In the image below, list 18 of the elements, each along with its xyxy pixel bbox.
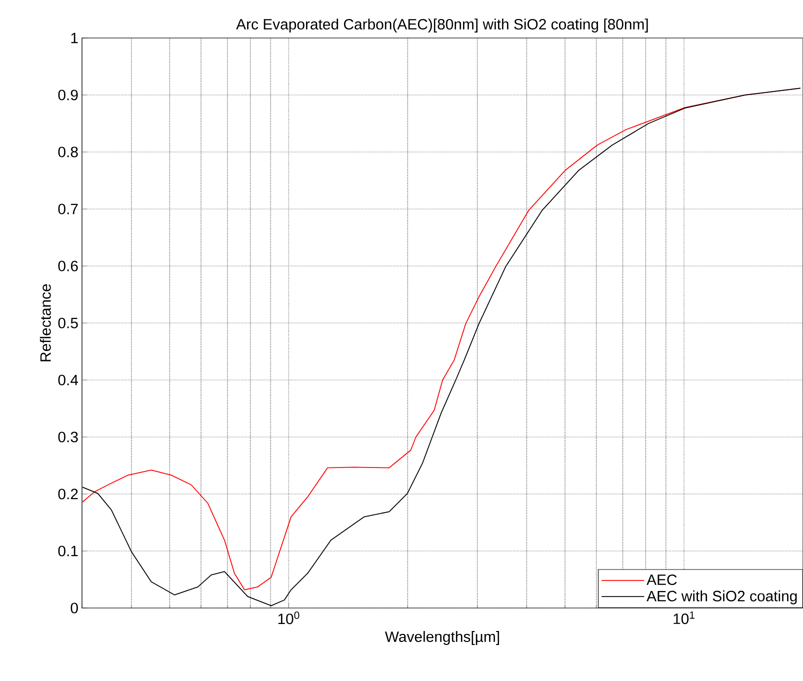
x-axis-title: Wavelengths[µm] [384,631,500,645]
y-tick-label: 0.2 [58,488,78,500]
y-tick-label: 0.8 [58,146,78,158]
y-tick-label: 0.1 [58,546,78,556]
y-tick-label: 0.4 [58,374,78,386]
y-tick-label: 0.9 [58,90,78,100]
legend-label: AEC [646,574,677,586]
legend-label: AEC with SiO2 coating [646,590,797,604]
y-tick-label: 0.7 [58,204,78,214]
y-tick-label: 0.5 [58,318,78,328]
chart-title: Arc Evaporated Carbon(AEC)[80nm] with SiO2 coating [80nm] [236,18,648,32]
y-tick-label: 0.3 [58,432,78,442]
y-tick-label: 1 [71,32,78,44]
x-tick-label: 10$^{0}$ [278,612,300,624]
x-tick-label: 10$^{1}$ [674,612,694,624]
y-axis-title: Reflectance [40,284,51,362]
y-tick-label: 0.6 [58,260,78,272]
y-tick-label: 0 [70,602,78,614]
